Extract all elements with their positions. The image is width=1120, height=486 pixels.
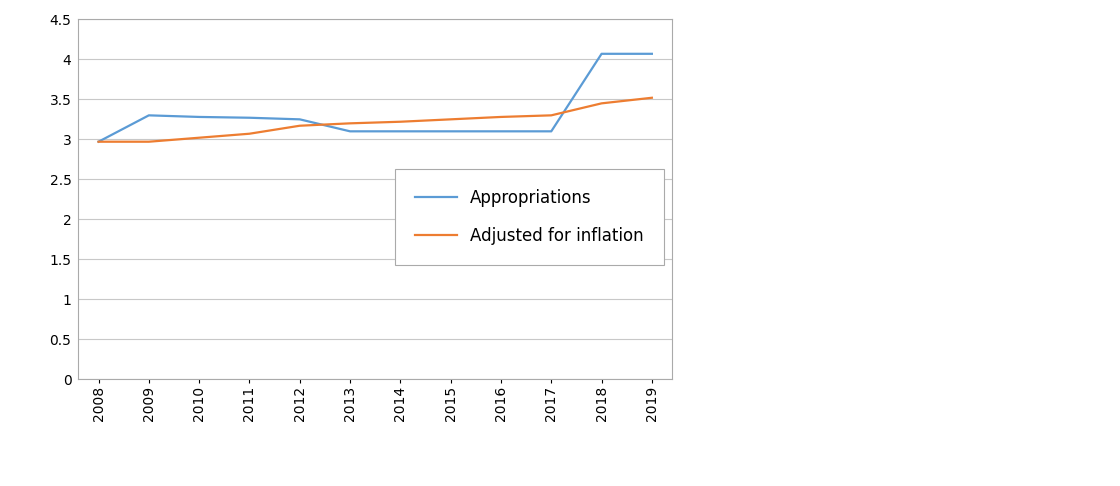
Appropriations <box>494 128 507 134</box>
Appropriations <box>344 128 357 134</box>
Appropriations <box>142 112 156 118</box>
Appropriations <box>645 51 659 57</box>
Appropriations <box>444 128 457 134</box>
Adjusted for inflation <box>595 101 608 106</box>
Legend: Appropriations, Adjusted for inflation: Appropriations, Adjusted for inflation <box>395 169 664 265</box>
Line: Adjusted for inflation: Adjusted for inflation <box>99 98 652 142</box>
Adjusted for inflation <box>444 117 457 122</box>
Appropriations <box>92 139 105 145</box>
Adjusted for inflation <box>193 135 206 140</box>
Appropriations <box>193 114 206 120</box>
Adjusted for inflation <box>243 131 256 137</box>
Adjusted for inflation <box>92 139 105 145</box>
Adjusted for inflation <box>142 139 156 145</box>
Adjusted for inflation <box>544 112 558 118</box>
Adjusted for inflation <box>645 95 659 101</box>
Adjusted for inflation <box>293 123 307 129</box>
Adjusted for inflation <box>494 114 507 120</box>
Adjusted for inflation <box>344 121 357 126</box>
Appropriations <box>293 117 307 122</box>
Appropriations <box>544 128 558 134</box>
Line: Appropriations: Appropriations <box>99 54 652 142</box>
Adjusted for inflation <box>393 119 407 124</box>
Appropriations <box>595 51 608 57</box>
Appropriations <box>393 128 407 134</box>
Appropriations <box>243 115 256 121</box>
